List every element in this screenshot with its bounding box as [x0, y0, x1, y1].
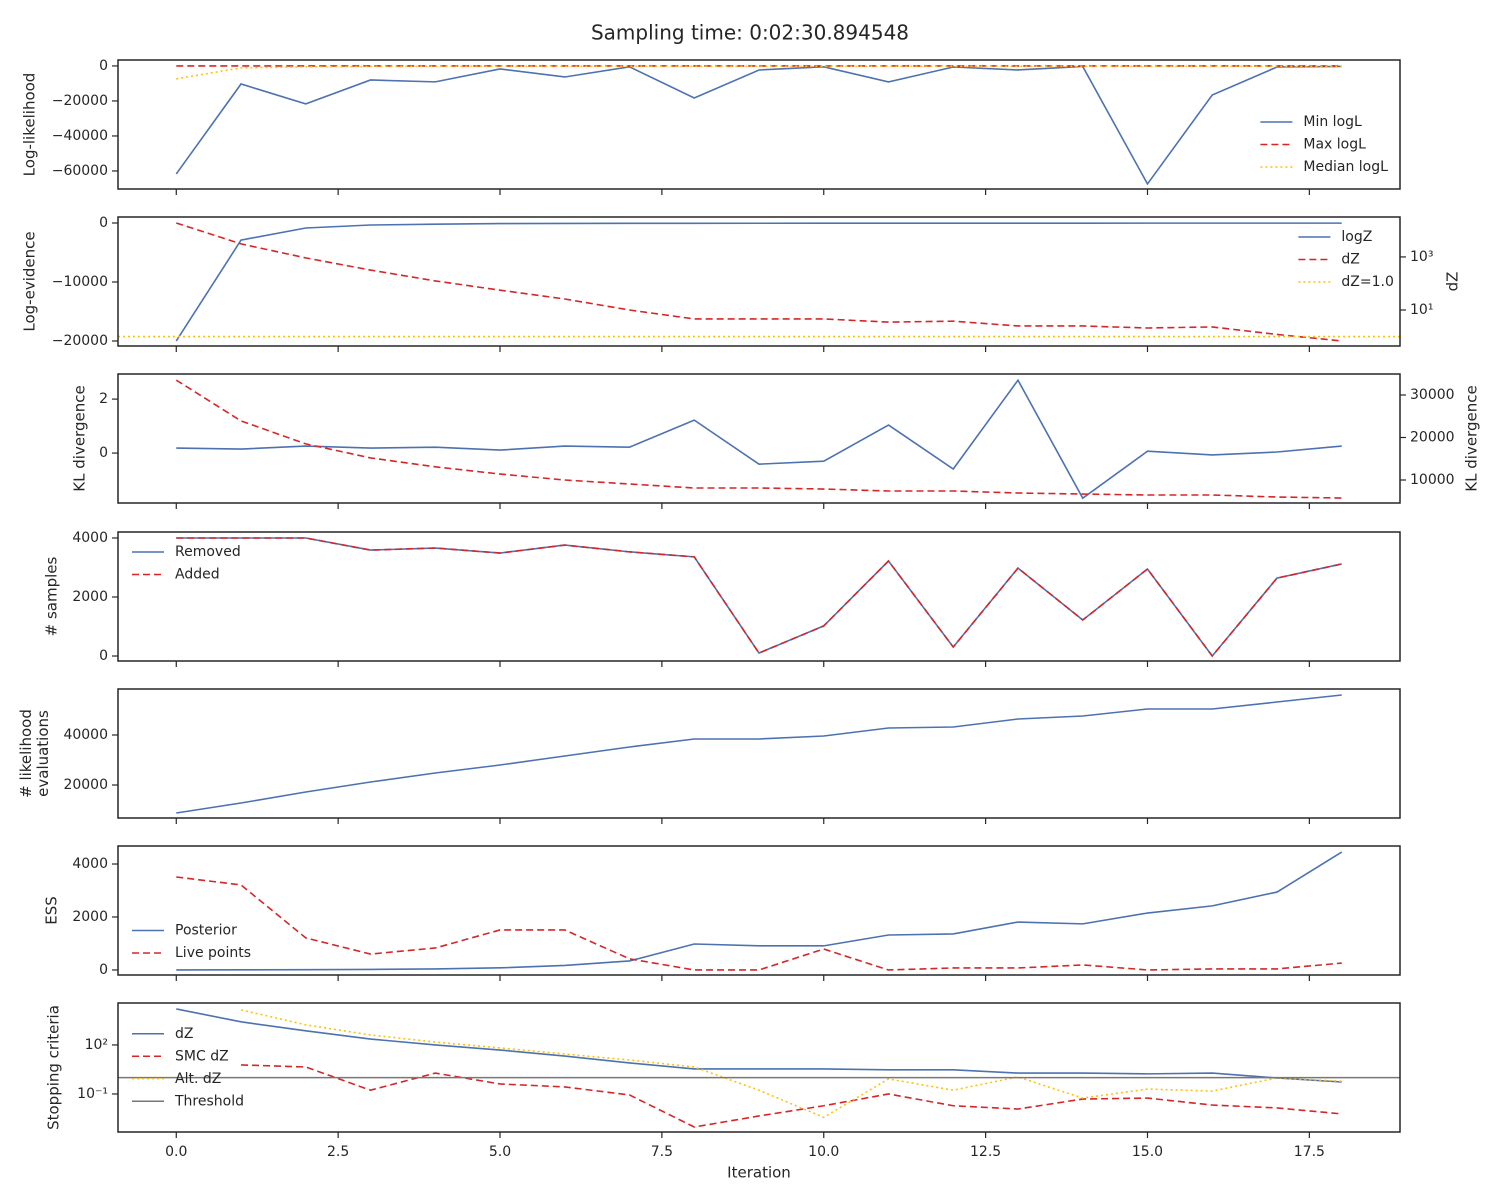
plot-frame	[117, 216, 1401, 347]
y-tick-label: 0	[99, 215, 108, 231]
figure-title: Sampling time: 0:02:30.894548	[591, 21, 909, 45]
x-tick-label: 10.0	[808, 1144, 839, 1160]
y-tick-label: 10⁻¹	[77, 1086, 108, 1102]
legend-label: Max logL	[1303, 137, 1366, 153]
y-axis-label: ESS	[43, 896, 61, 925]
plot-frame	[117, 531, 1401, 662]
y-axis-label: # likelihood	[17, 709, 35, 798]
legend-label: dZ	[1341, 252, 1359, 268]
x-axis-label: Iteration	[727, 1164, 791, 1182]
series-line	[176, 537, 1342, 658]
y-axis-label: KL divergence	[71, 385, 89, 491]
legend-label: Live points	[175, 945, 251, 961]
y-axis-label: Stopping criteria	[45, 1005, 63, 1130]
y-axis-label: Log-evidence	[21, 231, 39, 331]
legend-label: Median logL	[1303, 159, 1388, 175]
y-tick-label: −60000	[52, 163, 108, 179]
plot-frame	[117, 373, 1401, 504]
series-line	[240, 1009, 1342, 1119]
y-tick-label: 4000	[72, 530, 108, 546]
y2-tick-label: 10000	[1410, 472, 1455, 488]
series-line	[176, 694, 1342, 814]
series-line	[240, 1064, 1342, 1128]
y-tick-label: 10²	[85, 1037, 108, 1053]
y-tick-label: −10000	[52, 274, 108, 290]
y-tick-label: 0	[99, 962, 108, 978]
series-line	[176, 537, 1342, 658]
legend-label: Added	[175, 567, 220, 583]
legend-label: dZ=1.0	[1341, 274, 1393, 290]
legend-label: SMC dZ	[175, 1048, 229, 1064]
y2-tick-label: 20000	[1410, 430, 1455, 446]
y2-tick-label: 30000	[1410, 387, 1455, 403]
series-line	[175, 222, 1342, 342]
x-tick-label: 2.5	[327, 1144, 349, 1160]
legend-label: dZ	[175, 1026, 193, 1042]
plot-frame	[117, 59, 1401, 190]
y-tick-label: 0	[99, 58, 108, 74]
y-tick-label: 0	[99, 648, 108, 664]
x-tick-label: 5.0	[489, 1144, 511, 1160]
y-tick-label: 2000	[72, 909, 108, 925]
plot-frame	[117, 688, 1401, 819]
x-tick-label: 7.5	[651, 1144, 673, 1160]
legend-label: logZ	[1341, 229, 1372, 245]
legend-label: Min logL	[1303, 114, 1362, 130]
legend-label: Threshold	[174, 1093, 244, 1109]
series-line	[175, 379, 1342, 499]
x-tick-label: 17.5	[1294, 1144, 1325, 1160]
y2-tick-label: 10³	[1410, 249, 1433, 265]
y-tick-label: 0	[99, 445, 108, 461]
y-tick-label: −40000	[52, 128, 108, 144]
y-tick-label: −20000	[52, 333, 108, 349]
series-line	[176, 851, 1343, 971]
y-axis-label: # samples	[43, 556, 61, 636]
y-axis-label: Log-likelihood	[21, 73, 39, 177]
plot-frame	[117, 1002, 1401, 1133]
series-line	[176, 378, 1342, 500]
x-tick-label: 12.5	[970, 1144, 1001, 1160]
y2-tick-label: 10¹	[1410, 302, 1433, 318]
y-tick-label: 2	[99, 391, 108, 407]
plot-frame	[117, 845, 1401, 976]
legend-label: Alt. dZ	[175, 1071, 221, 1087]
series-line	[176, 1008, 1342, 1083]
y2-axis-label: KL divergence	[1463, 385, 1481, 491]
y-tick-label: 40000	[63, 727, 108, 743]
legend-label: Removed	[175, 544, 241, 560]
legend-label: Posterior	[175, 923, 237, 939]
y-tick-label: −20000	[52, 93, 108, 109]
series-line	[176, 65, 1342, 80]
y-axis-label: evaluations	[34, 710, 52, 797]
series-line	[176, 222, 1342, 342]
x-tick-label: 15.0	[1132, 1144, 1163, 1160]
y-tick-label: 4000	[72, 856, 108, 872]
x-tick-label: 0.0	[165, 1144, 187, 1160]
y-tick-label: 20000	[63, 777, 108, 793]
y2-axis-label: dZ	[1444, 272, 1462, 292]
series-line	[175, 65, 1342, 186]
y-tick-label: 2000	[72, 589, 108, 605]
series-line	[176, 876, 1342, 971]
